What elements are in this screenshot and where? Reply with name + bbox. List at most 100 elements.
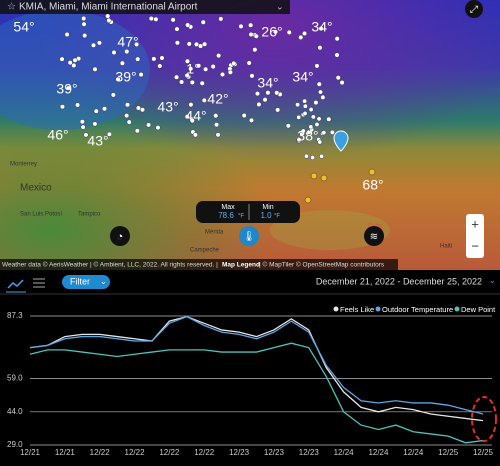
station-dot bbox=[314, 121, 320, 127]
station-dot bbox=[119, 60, 125, 66]
min-value: 1.0 bbox=[260, 211, 272, 220]
station-dot bbox=[159, 55, 165, 61]
series-line bbox=[29, 315, 484, 415]
station-dot bbox=[227, 69, 233, 75]
station-dot bbox=[274, 90, 280, 96]
x-tick-label: 12/22 bbox=[125, 448, 146, 457]
station-dot bbox=[192, 132, 198, 138]
station-dot bbox=[82, 33, 88, 39]
max-min-box bbox=[196, 201, 300, 223]
temperature-button[interactable] bbox=[239, 226, 259, 246]
station-dot bbox=[134, 41, 140, 47]
temperature-label: 38° bbox=[297, 128, 318, 144]
dropdown-icon[interactable]: ⌄ bbox=[276, 1, 284, 11]
unit: °F bbox=[274, 214, 280, 220]
station-dot bbox=[106, 131, 112, 137]
station-dot bbox=[138, 72, 144, 78]
expand-button[interactable] bbox=[465, 0, 483, 18]
location-pin[interactable] bbox=[333, 130, 349, 152]
station-dot bbox=[319, 153, 325, 159]
filter-caret: ⌄ bbox=[100, 277, 107, 286]
x-tick-label: 12/22 bbox=[159, 448, 180, 457]
place-label: San Luis Potosí bbox=[20, 212, 62, 218]
station-dot bbox=[314, 63, 320, 69]
date-caret: ⌄ bbox=[489, 276, 496, 285]
station-dot bbox=[253, 33, 259, 39]
station-dot bbox=[334, 52, 340, 58]
station-dot bbox=[318, 89, 323, 95]
star-icon[interactable]: ☆ bbox=[7, 2, 16, 13]
line-view-icon[interactable] bbox=[7, 279, 24, 289]
station-dot bbox=[59, 56, 65, 62]
table-view-icon[interactable] bbox=[33, 278, 45, 288]
x-tick-label: 12/24 bbox=[334, 448, 355, 457]
station-dot bbox=[64, 31, 70, 38]
station-dot bbox=[184, 58, 191, 64]
station-dot bbox=[170, 17, 176, 23]
station-bar[interactable] bbox=[0, 0, 290, 14]
place-label: Campeche bbox=[190, 248, 220, 254]
map-legend-link[interactable]: Map Legend bbox=[222, 262, 260, 269]
filter-label: Filter bbox=[70, 276, 90, 286]
chart: 29.0 44.0 59.0 87.3 12/21 12/21 12/22 12/22 12/2… bbox=[7, 305, 496, 457]
station-dot bbox=[198, 43, 204, 49]
attribution: Weather data © AerisWeather | © Ambient,… bbox=[2, 261, 218, 269]
temperature-label: 47° bbox=[117, 34, 138, 50]
y-tick-label: 59.0 bbox=[7, 374, 23, 383]
filter-button[interactable] bbox=[62, 275, 110, 289]
highlight-annotation bbox=[471, 396, 497, 442]
x-tick-label: 12/23 bbox=[299, 448, 320, 457]
wind-icon: ≋ bbox=[370, 232, 378, 243]
station-dot bbox=[179, 79, 185, 85]
station-dots bbox=[59, 13, 376, 204]
station-dot bbox=[79, 119, 85, 125]
x-tick-label: 12/25 bbox=[473, 448, 494, 457]
x-tick-label: 12/24 bbox=[403, 448, 424, 457]
x-tick-label: 12/21 bbox=[20, 448, 41, 457]
date-range[interactable]: December 21, 2022 - December 25, 2022 bbox=[316, 276, 482, 286]
station-dot bbox=[254, 91, 261, 97]
x-tick-label: 12/21 bbox=[55, 448, 76, 457]
station-dot bbox=[83, 132, 89, 138]
x-tick-label: 12/24 bbox=[368, 448, 389, 457]
temperature-label: 46° bbox=[47, 127, 68, 143]
legend-label: Feels Like bbox=[340, 305, 374, 314]
station-dot bbox=[329, 129, 335, 135]
temperature-label: 43° bbox=[157, 99, 178, 115]
wind-button[interactable] bbox=[364, 226, 384, 246]
station-dot bbox=[218, 16, 224, 22]
temperature-label: 1° bbox=[186, 61, 199, 77]
y-tick-label: 87.3 bbox=[7, 311, 23, 320]
station-dot bbox=[72, 57, 78, 63]
expand-icon: ⤢ bbox=[470, 5, 478, 16]
station-dot bbox=[216, 53, 222, 59]
station-dot bbox=[101, 106, 108, 112]
radar-button[interactable] bbox=[110, 226, 130, 246]
station-dot bbox=[317, 45, 323, 51]
temperature-label: 26° bbox=[261, 24, 282, 40]
station-dot bbox=[66, 85, 72, 91]
station-dot bbox=[302, 103, 308, 109]
station-dot bbox=[200, 19, 206, 25]
max-value: 78.6 bbox=[218, 211, 234, 220]
x-tick-label: 12/22 bbox=[90, 448, 111, 457]
series-line bbox=[29, 342, 484, 444]
station-dot bbox=[157, 63, 163, 69]
legend-marker bbox=[333, 306, 339, 312]
zoom-out[interactable]: − bbox=[471, 238, 479, 253]
station-dot bbox=[59, 104, 65, 110]
station-dot bbox=[252, 47, 258, 53]
y-tick-label: 44.0 bbox=[7, 407, 23, 416]
station-dot bbox=[214, 122, 220, 128]
station-dot bbox=[310, 155, 316, 160]
radar-icon: ◔ bbox=[117, 231, 124, 243]
station-dot bbox=[368, 168, 376, 176]
station-dot bbox=[231, 60, 237, 66]
station-dot bbox=[256, 101, 262, 108]
station-dot bbox=[285, 123, 291, 129]
zoom-in[interactable]: + bbox=[471, 216, 479, 231]
station-dot bbox=[334, 36, 340, 42]
station-dot bbox=[335, 75, 341, 81]
station-dot bbox=[320, 174, 328, 182]
